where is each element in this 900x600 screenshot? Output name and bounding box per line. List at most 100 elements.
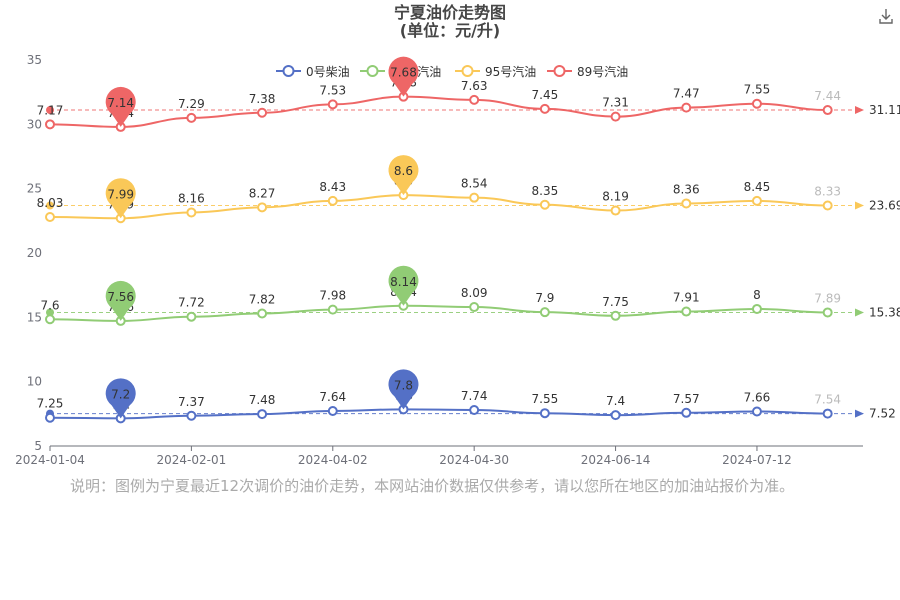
data-point [681, 407, 692, 418]
data-label: 8.33 [814, 185, 841, 199]
data-point [327, 304, 338, 315]
data-point [539, 103, 550, 114]
data-point [327, 195, 338, 206]
x-tick-label: 2024-02-01 [157, 453, 227, 467]
data-point [327, 99, 338, 110]
max-pin-shape [388, 56, 419, 97]
data-point [822, 200, 833, 211]
data-label: 8.16 [178, 191, 205, 205]
data-point [610, 111, 621, 122]
data-point [45, 314, 55, 325]
data-point [751, 406, 762, 417]
data-point [186, 410, 197, 421]
max-pin-label: 8.14 [390, 275, 417, 289]
data-point [45, 119, 55, 130]
min-pin-shape [105, 178, 136, 219]
min-pin-label: 7.14 [107, 96, 134, 110]
chart-subtitle: (单位：元/升) [399, 21, 501, 40]
chart-title: 宁夏油价走势图 [393, 3, 506, 22]
data-label: 8.35 [532, 184, 559, 198]
mark-line-arrow [855, 201, 864, 210]
data-label: 8.54 [461, 177, 488, 191]
min-pin-label: 7.56 [107, 290, 134, 304]
data-point [610, 205, 621, 216]
data-point [186, 112, 197, 123]
data-label: 7.47 [673, 87, 700, 101]
download-icon [879, 9, 893, 24]
mark-line-start [46, 201, 54, 210]
data-label: 7.98 [319, 289, 346, 303]
data-label: 7.82 [249, 292, 276, 306]
data-label: 7.72 [178, 296, 205, 310]
data-point [681, 102, 692, 113]
data-label: 7.64 [319, 390, 346, 404]
y-tick-label: 35 [27, 53, 42, 67]
max-pin-shape [388, 155, 419, 196]
min-pin-shape [105, 378, 136, 419]
data-point [327, 406, 338, 417]
x-tick-label: 2024-07-12 [722, 453, 792, 467]
data-point [45, 412, 55, 423]
data-label: 8.45 [744, 180, 771, 194]
data-label: 7.55 [532, 392, 559, 406]
data-label: 8.19 [602, 190, 629, 204]
data-label: 8 [753, 288, 761, 302]
mark-line-value: 15.38 [869, 305, 900, 319]
data-label: 7.25 [37, 397, 64, 411]
legend-marker [553, 65, 566, 77]
data-point [539, 307, 550, 318]
mark-line-value: 7.52 [869, 407, 896, 421]
data-label: 8.43 [319, 180, 346, 194]
min-pin-label: 7.99 [107, 187, 134, 201]
data-point [751, 98, 762, 109]
download-button[interactable] [876, 6, 896, 26]
x-tick-label: 2024-04-30 [439, 453, 509, 467]
mark-line-value: 23.69 [869, 199, 900, 213]
legend-label: 95号汽油 [485, 64, 536, 79]
data-point [469, 192, 480, 203]
data-point [822, 307, 833, 318]
data-label: 7.91 [673, 291, 700, 305]
data-label: 8.36 [673, 182, 700, 196]
data-point [257, 308, 268, 319]
series-line [49, 304, 828, 322]
data-label: 7.44 [814, 89, 841, 103]
legend-marker [461, 65, 474, 77]
series-line [49, 194, 828, 220]
data-point [186, 311, 197, 322]
y-tick-label: 5 [34, 439, 42, 453]
y-tick-label: 25 [27, 182, 42, 196]
y-tick-label: 30 [27, 117, 42, 131]
data-point [822, 408, 833, 419]
data-point [681, 198, 692, 209]
mark-line-arrow [855, 409, 864, 418]
data-label: 7.9 [535, 291, 554, 305]
data-point [469, 404, 480, 415]
data-label: 7.37 [178, 395, 205, 409]
max-pin-label: 8.6 [394, 164, 413, 178]
data-point [469, 302, 480, 313]
data-label: 7.45 [532, 88, 559, 102]
data-label: 7.74 [461, 389, 488, 403]
data-point [822, 105, 833, 116]
max-pin-shape [388, 265, 419, 306]
max-pin-label: 7.68 [390, 66, 417, 80]
data-label: 7.29 [178, 97, 205, 111]
data-point [610, 410, 621, 421]
mark-line-arrow [855, 106, 864, 115]
legend-label: 0号柴油 [306, 65, 350, 79]
mark-line-start [46, 308, 54, 317]
data-label: 7.38 [249, 92, 276, 106]
mark-line-arrow [855, 308, 864, 317]
legend-marker [282, 65, 295, 77]
data-label: 7.75 [602, 295, 629, 309]
data-point [751, 195, 762, 206]
data-point [539, 408, 550, 419]
data-point [45, 211, 55, 222]
data-label: 8.27 [249, 186, 276, 200]
disclaimer-note: 说明：图例为宁夏最近12次调价的油价走势，本网站油价数据仅供参考，请以您所在地区… [70, 477, 795, 495]
data-point [681, 306, 692, 317]
max-pin-shape [388, 369, 419, 410]
data-label: 7.89 [814, 291, 841, 305]
